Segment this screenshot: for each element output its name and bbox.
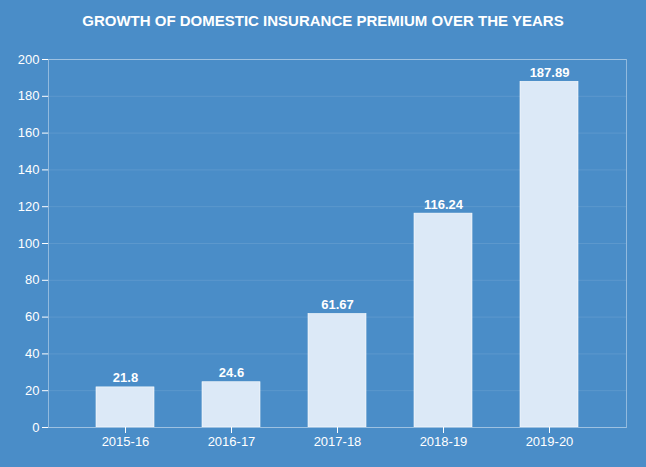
- svg-text:187.89: 187.89: [530, 65, 570, 80]
- svg-text:40: 40: [25, 346, 39, 361]
- svg-text:2015-16: 2015-16: [102, 434, 150, 449]
- svg-text:60: 60: [25, 309, 39, 324]
- svg-text:180: 180: [18, 88, 40, 103]
- svg-text:2018-19: 2018-19: [420, 434, 468, 449]
- svg-text:20: 20: [25, 383, 39, 398]
- svg-text:80: 80: [25, 272, 39, 287]
- svg-text:21.8: 21.8: [113, 370, 138, 385]
- svg-text:140: 140: [18, 162, 40, 177]
- svg-text:2017-18: 2017-18: [314, 434, 362, 449]
- svg-text:2016-17: 2016-17: [208, 434, 256, 449]
- svg-text:0: 0: [32, 420, 39, 435]
- svg-text:200: 200: [18, 52, 40, 67]
- svg-text:2019-20: 2019-20: [526, 434, 574, 449]
- svg-text:100: 100: [18, 236, 40, 251]
- svg-text:24.6: 24.6: [219, 365, 244, 380]
- html-text:GROWTH OF DOMESTIC INSURANCE P: GROWTH OF DOMESTIC INSURANCE PREMIUM OVE…: [82, 12, 564, 29]
- svg-text:61.67: 61.67: [321, 297, 354, 312]
- svg-text:116.24: 116.24: [424, 197, 464, 212]
- svg-text:120: 120: [18, 199, 40, 214]
- svg-text:160: 160: [18, 125, 40, 140]
